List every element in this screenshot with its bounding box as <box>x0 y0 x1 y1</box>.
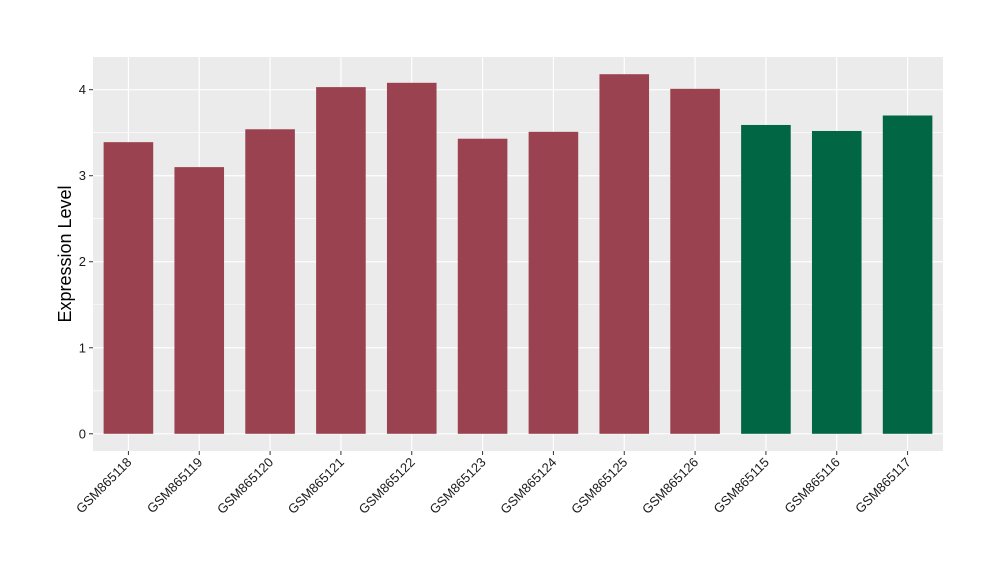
bar-GSM865124 <box>528 131 579 434</box>
bar-GSM865121 <box>316 87 366 434</box>
x-tick-label: GSM865124 <box>497 455 559 517</box>
y-axis-title: Expression Level <box>55 185 75 322</box>
bars <box>103 74 933 434</box>
x-tick-label: GSM865115 <box>710 455 772 517</box>
x-tick-label: GSM865121 <box>285 455 347 517</box>
x-tick-label: GSM865126 <box>639 455 701 517</box>
bar-GSM865118 <box>103 142 154 434</box>
x-tick-label: GSM865119 <box>144 455 206 517</box>
x-tick-label: GSM865116 <box>781 455 843 517</box>
bar-GSM865116 <box>811 130 862 434</box>
minor-gridlines <box>93 132 943 392</box>
bar-GSM865115 <box>741 124 791 434</box>
y-tick-label: 2 <box>79 254 86 269</box>
bar-GSM865123 <box>457 138 508 434</box>
y-tick-label: 4 <box>79 82 86 97</box>
x-tick-label: GSM865125 <box>568 455 630 517</box>
bar-GSM865119 <box>174 167 225 434</box>
bar-GSM865125 <box>599 74 650 434</box>
x-tick-label: GSM865118 <box>73 455 135 517</box>
bar-GSM865117 <box>882 115 933 434</box>
bar-GSM865120 <box>245 129 295 434</box>
bar-GSM865122 <box>386 82 437 434</box>
x-tick-label: GSM865120 <box>214 455 276 517</box>
bar-GSM865126 <box>670 88 720 434</box>
y-tick-label: 0 <box>79 426 86 441</box>
y-tick-label: 1 <box>79 340 86 355</box>
x-axis: GSM865118 GSM865119 GSM865120 GSM865121 GSM8… <box>73 451 914 517</box>
y-axis: 0 1 2 3 4 <box>79 82 93 441</box>
plot-panel <box>93 57 943 451</box>
x-tick-label: GSM865123 <box>426 455 488 517</box>
y-tick-label: 3 <box>79 168 86 183</box>
x-tick-label: GSM865117 <box>852 455 914 517</box>
x-tick-label: GSM865122 <box>356 455 418 517</box>
